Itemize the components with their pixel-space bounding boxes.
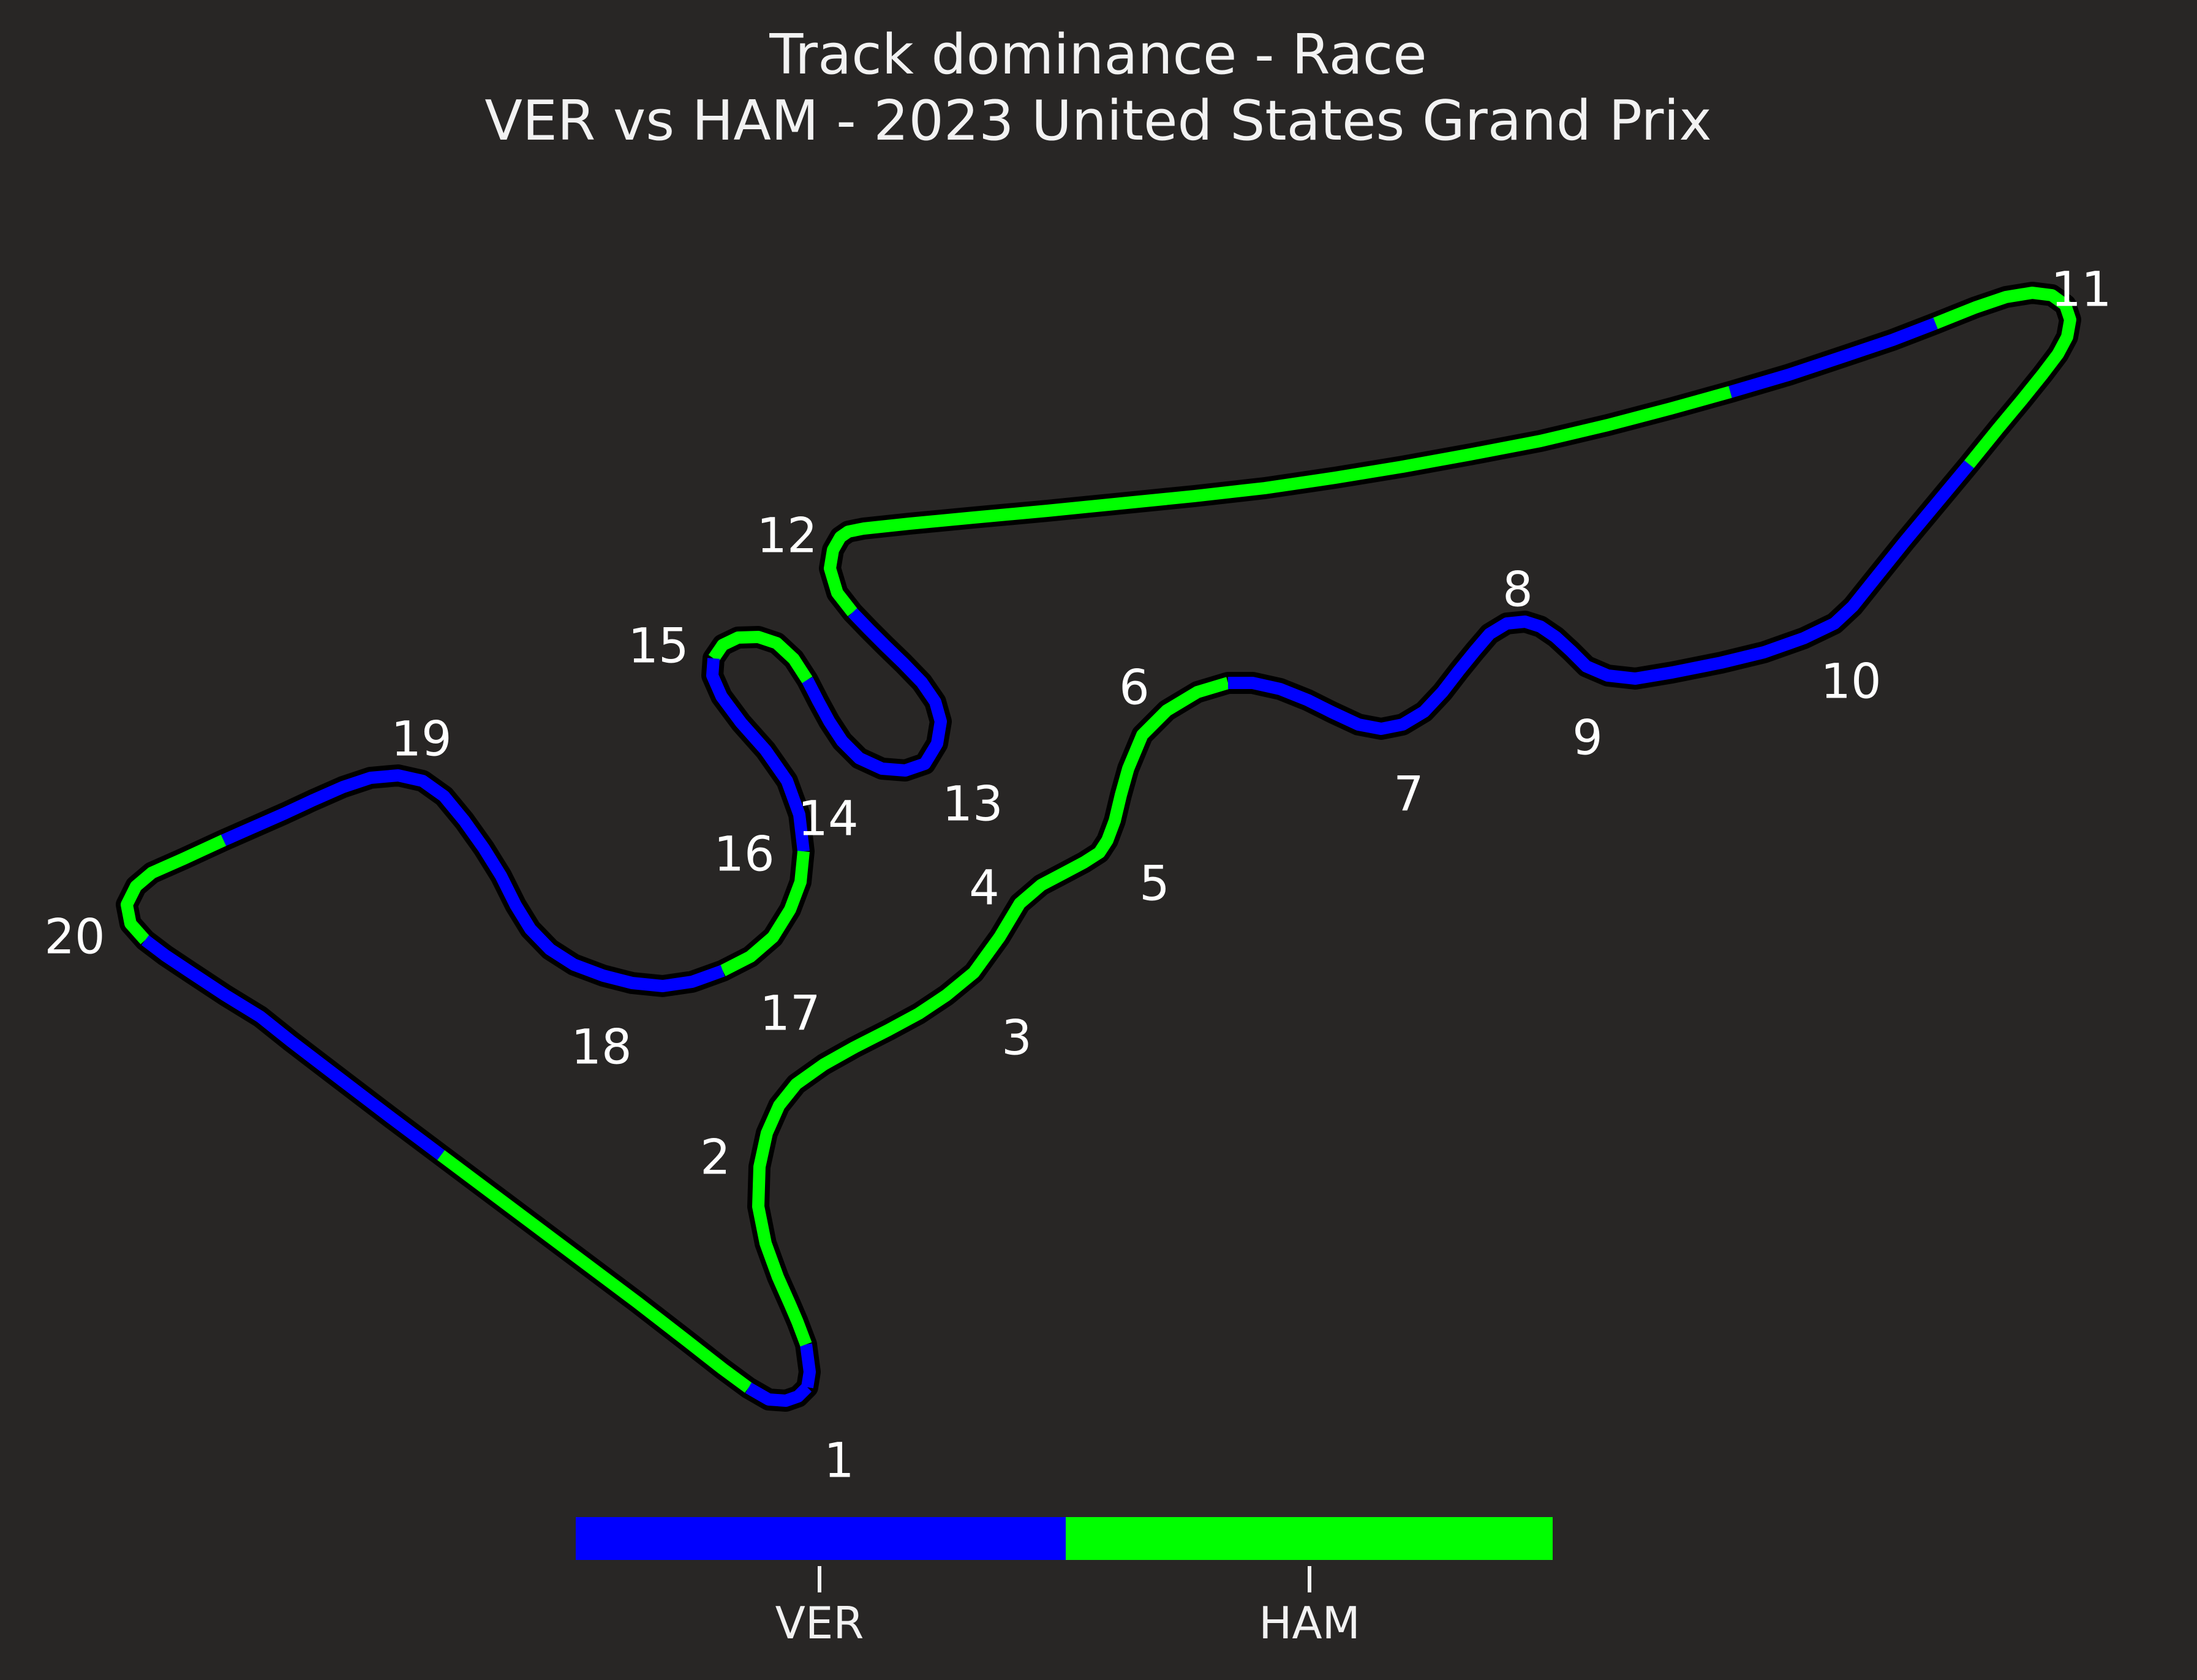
chart-subtitle: VER vs HAM - 2023 United States Grand Pr…: [484, 89, 1711, 153]
track-segment-10: [720, 851, 810, 976]
corner-label-9: 9: [1572, 710, 1603, 766]
corner-label-14: 14: [797, 791, 858, 846]
track-segment-15: [745, 1382, 812, 1407]
corner-label-20: 20: [44, 910, 105, 965]
legend-label-ham: HAM: [1259, 1597, 1360, 1649]
track-segment-1: [800, 1343, 816, 1388]
track-segment-11: [220, 769, 725, 992]
corner-label-8: 8: [1502, 562, 1533, 617]
track-segment-8: [708, 631, 813, 684]
track-segment-5: [1728, 317, 1938, 398]
legend-swatch-ham: [1066, 1517, 1553, 1560]
corner-label-16: 16: [714, 827, 774, 882]
legend-swatch-ver: [576, 1517, 1066, 1560]
corner-label-1: 1: [824, 1433, 854, 1488]
corner-label-18: 18: [571, 1020, 631, 1075]
track-segment-9: [706, 658, 810, 853]
track-segment-12: [121, 834, 227, 944]
track-segments: [121, 287, 2076, 1407]
corner-label-3: 3: [1001, 1011, 1032, 1066]
corner-label-2: 2: [700, 1130, 731, 1185]
chart-title: Track dominance - Race: [769, 23, 1426, 87]
corner-label-7: 7: [1393, 767, 1424, 822]
track-segment-14: [437, 1150, 752, 1393]
track-segment-3: [1228, 460, 1974, 735]
corner-label-6: 6: [1119, 660, 1150, 715]
track-segment-6: [824, 386, 1732, 617]
track-segment-2: [752, 677, 1230, 1347]
corner-label-15: 15: [628, 619, 688, 674]
corner-label-5: 5: [1139, 856, 1170, 911]
corner-label-12: 12: [756, 508, 817, 563]
corner-label-11: 11: [2051, 262, 2111, 317]
track-segment-4: [1933, 287, 2076, 469]
legend-label-ver: VER: [775, 1597, 864, 1649]
legend-colorbar: VER HAM: [576, 1517, 1553, 1649]
track-segment-7: [802, 608, 947, 777]
corner-label-10: 10: [1820, 654, 1881, 709]
corner-label-19: 19: [391, 712, 451, 767]
track-segment-13: [141, 935, 445, 1160]
corner-label-4: 4: [969, 861, 1000, 916]
corner-label-13: 13: [942, 777, 1003, 832]
corner-label-17: 17: [759, 986, 820, 1041]
